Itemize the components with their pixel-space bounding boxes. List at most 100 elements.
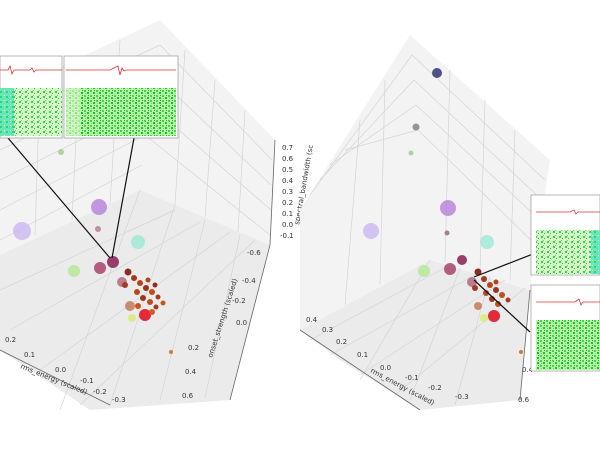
- data-point: [480, 314, 488, 322]
- right-pane-floor: [300, 260, 530, 410]
- left-axis-edges: [0, 139, 276, 406]
- data-point: [467, 277, 477, 287]
- left-plot: 0.7 0.6 0.5 0.4 0.3 0.2 0.1 0.0 -0.1 spe…: [0, 20, 315, 411]
- right-points: [363, 68, 523, 354]
- left-inset-1: [0, 55, 63, 139]
- data-point: [408, 150, 414, 156]
- data-point: [134, 289, 140, 295]
- data-point: [143, 285, 149, 291]
- left-connectors: [7, 137, 135, 259]
- right-axis-edges: [299, 289, 531, 411]
- left-x-tick: -0.3: [112, 396, 126, 404]
- data-point: [493, 279, 499, 285]
- data-point: [474, 302, 482, 310]
- right-inset-2: [530, 284, 600, 372]
- data-point: [472, 285, 478, 291]
- data-point: [94, 262, 106, 274]
- right-y-tick: 0.6: [518, 396, 530, 404]
- data-point: [128, 314, 136, 322]
- right-x-tick: 0.1: [357, 351, 368, 359]
- data-point: [363, 223, 379, 239]
- data-point: [13, 222, 31, 240]
- data-point: [125, 301, 135, 311]
- data-point: [135, 303, 141, 309]
- left-x-tick: 0.0: [55, 366, 66, 374]
- left-z-tick: 0.5: [282, 166, 293, 174]
- right-inset-1: [530, 194, 600, 276]
- data-point: [493, 287, 499, 293]
- data-point: [149, 289, 155, 295]
- left-z-tick: 0.1: [282, 210, 293, 218]
- data-point: [474, 268, 482, 276]
- data-point: [152, 282, 158, 288]
- data-point: [145, 277, 151, 283]
- right-x-tick: 0.0: [380, 364, 391, 372]
- right-x-ticks: 0.4 0.3 0.2 0.1 0.0 -0.1 -0.2 -0.3: [306, 316, 469, 401]
- right-x-tick: -0.2: [428, 384, 442, 392]
- data-point: [131, 235, 145, 249]
- right-pane-back: [300, 35, 550, 330]
- left-z-tick: 0.6: [282, 155, 294, 163]
- data-point: [440, 200, 456, 216]
- left-y-tick: -0.2: [232, 297, 246, 305]
- waveform: [0, 64, 62, 76]
- data-point: [147, 299, 153, 305]
- data-point: [495, 301, 501, 307]
- left-x-ticks: 0.2 0.1 0.0 -0.1 -0.2 -0.3: [5, 336, 126, 404]
- data-point: [139, 309, 151, 321]
- waveform: [536, 209, 600, 215]
- left-y-ticks: -0.6 -0.4 -0.2 0.0 0.2 0.4 0.6: [182, 249, 261, 400]
- data-point: [91, 199, 107, 215]
- data-point: [155, 294, 161, 300]
- data-point: [169, 350, 173, 354]
- right-x-tick: 0.4: [306, 316, 318, 324]
- data-point: [68, 265, 80, 277]
- waveform: [536, 298, 600, 306]
- right-plot: 0.4 0.3 0.2 0.1 0.0 -0.1 -0.2 -0.3 rms_e…: [299, 35, 600, 411]
- data-point: [137, 280, 143, 286]
- data-point: [418, 265, 430, 277]
- data-point: [480, 235, 494, 249]
- left-z-tick: 0.3: [282, 188, 293, 196]
- left-x-tick: 0.1: [24, 351, 35, 359]
- left-x-tick: -0.1: [80, 377, 94, 385]
- data-point: [444, 230, 450, 236]
- data-point: [107, 256, 119, 268]
- data-point: [481, 276, 487, 282]
- data-point: [483, 290, 489, 296]
- data-point: [505, 297, 511, 303]
- data-point: [432, 68, 442, 78]
- waveform: [66, 65, 176, 76]
- data-point: [488, 310, 500, 322]
- data-point: [487, 282, 493, 288]
- data-point: [149, 309, 155, 315]
- right-x-tick: 0.3: [322, 326, 333, 334]
- right-connectors: [473, 251, 539, 333]
- data-point: [124, 268, 132, 276]
- left-y-tick: 0.6: [182, 392, 194, 400]
- left-y-tick: 0.0: [236, 319, 247, 327]
- left-y-tick: -0.6: [247, 249, 261, 257]
- left-pane-floor: [0, 190, 270, 410]
- data-point: [444, 263, 456, 275]
- right-y-ticks: 0.4 0.6: [518, 366, 534, 404]
- right-x-tick: 0.2: [336, 338, 347, 346]
- data-point: [95, 226, 101, 232]
- data-point: [131, 275, 137, 281]
- left-y-tick: 0.4: [185, 368, 197, 376]
- left-inset-2: [63, 55, 179, 139]
- data-point: [160, 300, 166, 306]
- data-point: [519, 350, 523, 354]
- data-point: [457, 255, 467, 265]
- data-point: [122, 282, 128, 288]
- right-y-tick: 0.4: [522, 366, 534, 374]
- data-point: [140, 295, 146, 301]
- left-z-tick: 0.7: [282, 144, 293, 152]
- left-z-tick: 0.4: [282, 177, 294, 185]
- data-point: [412, 123, 420, 131]
- left-x-tick: 0.2: [5, 336, 16, 344]
- left-y-tick: 0.2: [188, 344, 199, 352]
- left-points: [13, 149, 173, 354]
- left-z-tick: 0.2: [282, 199, 293, 207]
